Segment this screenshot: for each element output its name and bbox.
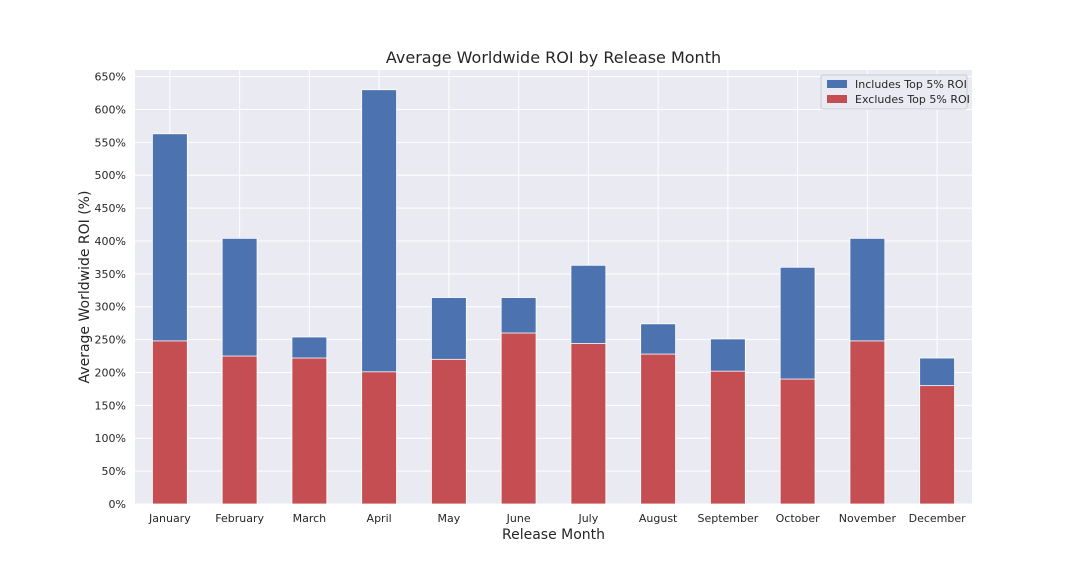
x-tick-label: July: [577, 512, 598, 525]
legend-label: Includes Top 5% ROI: [855, 78, 967, 91]
y-tick-label: 200%: [95, 366, 126, 379]
bar-excludes-top5-october: [779, 378, 816, 505]
chart-title: Average Worldwide ROI by Release Month: [386, 48, 721, 67]
y-tick-label: 600%: [95, 103, 126, 116]
legend-swatch: [827, 80, 847, 88]
y-tick-label: 0%: [109, 498, 126, 511]
y-tick-label: 650%: [95, 71, 126, 84]
bar-excludes-top5-september: [710, 370, 746, 505]
x-tick-label: April: [367, 512, 392, 525]
x-tick-label: May: [438, 512, 461, 525]
y-tick-label: 50%: [102, 465, 126, 478]
y-tick-label: 350%: [95, 268, 126, 281]
x-tick-label: June: [506, 512, 531, 525]
plot-background: [135, 70, 972, 504]
bar-excludes-top5-april: [361, 371, 397, 505]
x-tick-label: August: [639, 512, 678, 525]
bar-excludes-top5-june: [500, 332, 537, 505]
x-axis-ticks: January February March April May June July Augu…: [148, 512, 966, 525]
legend-swatch: [827, 95, 847, 103]
bar-excludes-top5-august: [640, 353, 676, 505]
x-tick-label: February: [215, 512, 264, 525]
y-tick-label: 500%: [95, 169, 126, 182]
bar-excludes-top5-november: [849, 340, 886, 505]
bar-excludes-top5-july: [570, 343, 607, 505]
y-tick-label: 100%: [95, 432, 126, 445]
legend-box: [820, 74, 968, 110]
bar-excludes-top5-may: [431, 358, 467, 505]
legend: Includes Top 5% ROI Excludes Top 5% ROI: [820, 74, 970, 110]
x-tick-label: October: [776, 512, 820, 525]
y-tick-label: 400%: [95, 235, 126, 248]
y-tick-label: 250%: [95, 334, 126, 347]
bars: [152, 89, 955, 505]
bar-excludes-top5-march: [291, 357, 328, 505]
y-axis-title: Average Worldwide ROI (%): [77, 191, 93, 384]
bar-excludes-top5-january: [152, 340, 188, 505]
legend-label: Excludes Top 5% ROI: [855, 93, 970, 106]
x-axis-title: Release Month: [502, 527, 605, 543]
bar-excludes-top5-december: [919, 385, 955, 505]
y-tick-label: 150%: [95, 399, 126, 412]
bar-excludes-top5-february: [221, 355, 258, 505]
y-tick-label: 300%: [95, 301, 126, 314]
x-tick-label: September: [697, 512, 758, 525]
y-axis-ticks: 0% 50% 100% 150% 200% 250% 300% 350% 400% 450% 500…: [95, 71, 126, 511]
x-tick-label: December: [909, 512, 967, 525]
y-tick-label: 550%: [95, 136, 126, 149]
x-tick-label: March: [293, 512, 327, 525]
x-tick-label: November: [839, 512, 897, 525]
x-tick-label: January: [148, 512, 191, 525]
y-tick-label: 450%: [95, 202, 126, 215]
